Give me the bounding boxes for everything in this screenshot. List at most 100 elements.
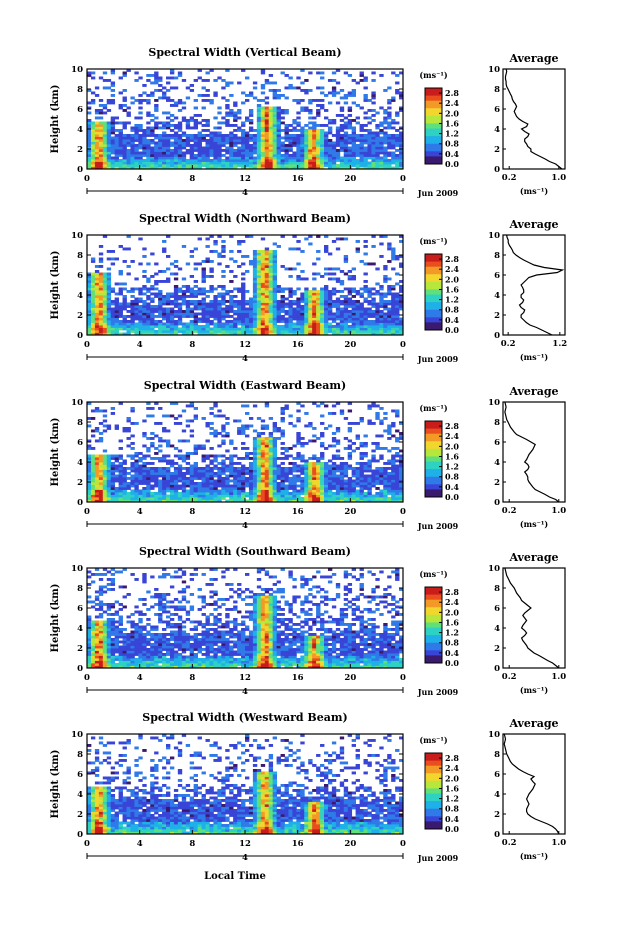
heatmap-cell bbox=[150, 492, 155, 495]
heatmap-cell bbox=[260, 322, 266, 326]
heatmap-cell bbox=[197, 290, 202, 293]
heatmap-cell bbox=[237, 487, 242, 490]
heatmap-cell bbox=[399, 287, 404, 291]
heatmap-cell bbox=[363, 96, 368, 100]
heatmap-cell bbox=[288, 287, 293, 291]
heatmap-cell bbox=[122, 134, 127, 137]
heatmap-cell bbox=[201, 469, 206, 473]
heatmap-cell bbox=[150, 457, 155, 460]
heatmap-cell bbox=[272, 467, 277, 470]
heatmap-cell bbox=[185, 494, 191, 498]
heatmap-cell bbox=[90, 459, 96, 463]
heatmap-cell bbox=[383, 320, 388, 323]
heatmap-cell bbox=[225, 449, 230, 453]
heatmap-cell bbox=[181, 159, 187, 162]
heatmap-cell bbox=[213, 457, 218, 460]
heatmap-cell bbox=[217, 134, 222, 137]
heatmap-cell bbox=[331, 462, 337, 465]
heatmap-cell bbox=[118, 499, 123, 503]
heatmap-cell bbox=[118, 315, 123, 318]
heatmap-cell bbox=[138, 166, 143, 170]
heatmap-cell bbox=[197, 484, 202, 488]
heatmap-cell bbox=[312, 124, 317, 127]
heatmap-cell bbox=[146, 295, 151, 298]
heatmap-cell bbox=[114, 129, 119, 132]
heatmap-cell bbox=[169, 320, 175, 323]
heatmap-cell bbox=[217, 307, 222, 311]
heatmap-cell bbox=[327, 472, 333, 475]
heatmap-cell bbox=[339, 156, 345, 160]
heatmap-cell bbox=[264, 277, 270, 281]
heatmap-cell bbox=[225, 69, 230, 72]
heatmap-cell bbox=[288, 315, 293, 318]
heatmap-cell bbox=[395, 292, 400, 296]
heatmap-cell bbox=[280, 121, 285, 125]
x-tick-label: 16 bbox=[292, 174, 304, 184]
heatmap-cell bbox=[229, 161, 234, 165]
heatmap-cell bbox=[260, 302, 266, 306]
heatmap-cell bbox=[316, 469, 321, 473]
heatmap-cell bbox=[201, 467, 206, 470]
heatmap-cell bbox=[363, 484, 368, 488]
heatmap-cell bbox=[142, 315, 147, 318]
heatmap-cell bbox=[312, 325, 317, 328]
heatmap-cell bbox=[177, 166, 183, 170]
heatmap-cell bbox=[169, 484, 175, 488]
heatmap-cell bbox=[312, 457, 317, 460]
heatmap-cell bbox=[292, 489, 297, 493]
heatmap-cell bbox=[316, 297, 321, 301]
heatmap-cell bbox=[355, 250, 360, 253]
heatmap-cell bbox=[304, 330, 309, 333]
heatmap-cell bbox=[197, 325, 202, 328]
heatmap-cell bbox=[288, 494, 293, 498]
heatmap-cell bbox=[312, 144, 317, 147]
heatmap-cell bbox=[177, 139, 183, 142]
heatmap-cell bbox=[343, 144, 349, 147]
heatmap-cell bbox=[292, 327, 297, 331]
heatmap-cell bbox=[177, 327, 183, 331]
heatmap-cell bbox=[399, 474, 404, 478]
heatmap-cell bbox=[324, 307, 329, 311]
heatmap-cell bbox=[110, 262, 116, 266]
heatmap-cell bbox=[260, 447, 266, 450]
heatmap-cell bbox=[90, 124, 96, 127]
heatmap-cell bbox=[225, 119, 230, 122]
heatmap-cell bbox=[312, 487, 317, 490]
heatmap-cell bbox=[106, 144, 112, 147]
heatmap-cell bbox=[248, 144, 254, 147]
heatmap-cell bbox=[327, 146, 333, 150]
heatmap-cell bbox=[280, 482, 285, 485]
heatmap-cell bbox=[118, 302, 123, 306]
heatmap-cell bbox=[343, 464, 349, 468]
heatmap-cell bbox=[126, 472, 131, 475]
heatmap-cell bbox=[264, 154, 270, 157]
heatmap-cell bbox=[173, 290, 179, 293]
heatmap-cell bbox=[169, 472, 175, 475]
heatmap-cell bbox=[304, 479, 309, 483]
heatmap-cell bbox=[106, 454, 112, 458]
heatmap-cell bbox=[260, 267, 266, 271]
heatmap-cell bbox=[320, 482, 325, 485]
heatmap-cell bbox=[162, 126, 167, 130]
heatmap-cell bbox=[395, 91, 400, 95]
heatmap-cell bbox=[229, 464, 234, 468]
heatmap-cell bbox=[110, 457, 116, 460]
heatmap-cell bbox=[272, 126, 277, 130]
heatmap-cell bbox=[276, 310, 281, 313]
heatmap-cell bbox=[138, 312, 143, 316]
heatmap-cell bbox=[110, 499, 116, 503]
heatmap-cell bbox=[158, 330, 163, 333]
heatmap-cell bbox=[292, 494, 297, 498]
heatmap-cell bbox=[327, 325, 333, 328]
heatmap-cell bbox=[102, 154, 108, 157]
heatmap-cell bbox=[375, 136, 380, 140]
heatmap-cell bbox=[134, 310, 139, 313]
heatmap-cell bbox=[213, 325, 218, 328]
heatmap-cell bbox=[94, 497, 100, 500]
heatmap-cell bbox=[268, 469, 274, 473]
heatmap-cell bbox=[87, 154, 92, 157]
heatmap-cell bbox=[375, 474, 380, 478]
heatmap-cell bbox=[106, 154, 112, 157]
heatmap-cell bbox=[169, 86, 175, 90]
heatmap-cell bbox=[98, 111, 104, 115]
